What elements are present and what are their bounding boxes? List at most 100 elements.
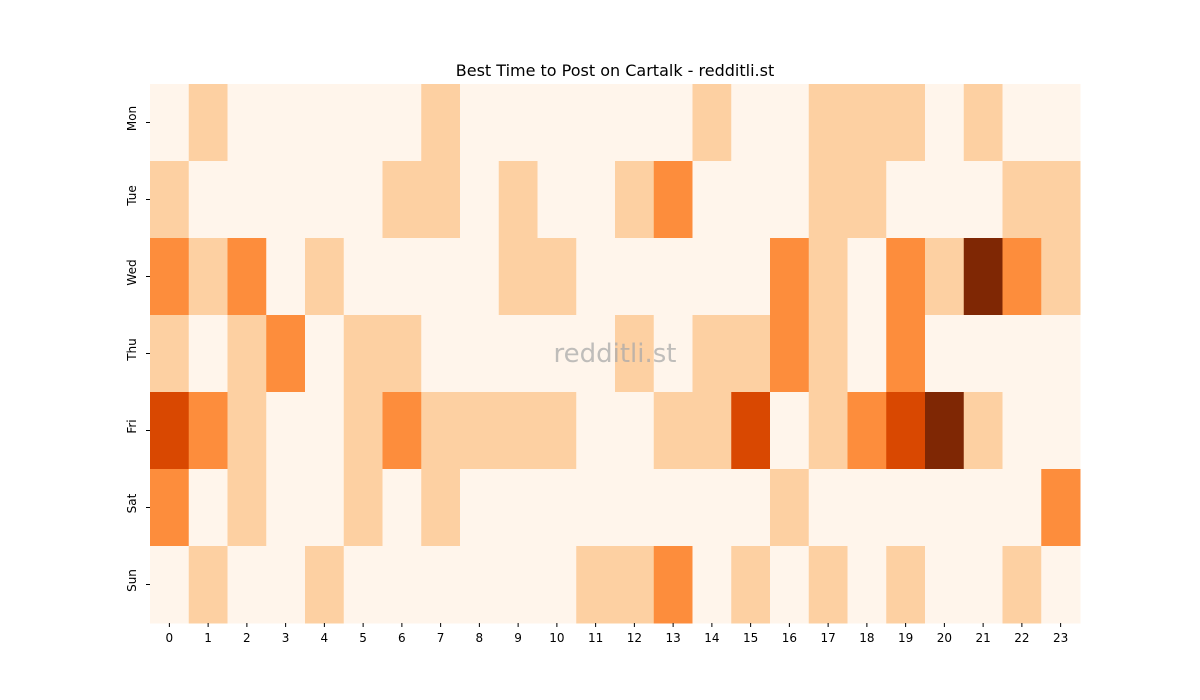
y-tick-label: Wed xyxy=(125,259,139,285)
heat-cell xyxy=(421,392,461,470)
x-tick-label: 9 xyxy=(514,631,522,645)
heat-cell xyxy=(615,238,655,316)
heat-cell xyxy=(770,161,810,239)
heat-cell xyxy=(886,161,926,239)
heat-cell xyxy=(808,238,848,316)
heat-cell xyxy=(498,84,538,162)
heat-cell xyxy=(770,315,810,393)
heat-cell xyxy=(150,546,190,624)
heat-cell xyxy=(537,238,577,316)
heat-cell xyxy=(266,84,306,162)
heat-cell xyxy=(498,469,538,547)
heat-cell xyxy=(266,469,306,547)
heat-cell xyxy=(537,315,577,393)
heat-cell xyxy=(266,238,306,316)
heat-cell xyxy=(808,315,848,393)
heat-cell xyxy=(382,469,422,547)
heat-cell xyxy=(188,161,228,239)
heat-cell xyxy=(847,469,887,547)
x-tick-label: 11 xyxy=(588,631,603,645)
heat-cell xyxy=(808,84,848,162)
heat-cell xyxy=(498,392,538,470)
heat-cell xyxy=(963,238,1003,316)
heat-cell xyxy=(963,392,1003,470)
heat-cell xyxy=(1002,84,1042,162)
heat-cell xyxy=(421,546,461,624)
heat-cell xyxy=(925,546,965,624)
y-tick-label: Sun xyxy=(125,569,139,592)
heat-cell xyxy=(188,315,228,393)
heat-cell xyxy=(305,161,345,239)
heat-cell xyxy=(692,84,732,162)
heat-cell xyxy=(925,392,965,470)
heat-cell xyxy=(576,469,616,547)
heat-cell xyxy=(576,315,616,393)
heat-cell xyxy=(150,84,190,162)
heat-cell xyxy=(847,546,887,624)
heat-cell xyxy=(343,84,383,162)
heat-cell xyxy=(963,161,1003,239)
heat-cell xyxy=(227,546,267,624)
heat-cell xyxy=(305,84,345,162)
heat-cell xyxy=(847,315,887,393)
heat-cell xyxy=(692,392,732,470)
heat-cell xyxy=(188,84,228,162)
y-tick-label: Thu xyxy=(125,338,139,362)
x-tick-label: 12 xyxy=(627,631,642,645)
heat-cell xyxy=(498,315,538,393)
heat-cell xyxy=(615,161,655,239)
heat-cell xyxy=(886,315,926,393)
x-tick-label: 4 xyxy=(321,631,329,645)
heat-cell xyxy=(460,546,500,624)
heat-cell xyxy=(421,84,461,162)
x-tick-label: 6 xyxy=(398,631,406,645)
heat-cell xyxy=(692,469,732,547)
heat-cell xyxy=(847,161,887,239)
heat-cell xyxy=(731,84,771,162)
heat-cell xyxy=(305,315,345,393)
x-tick-label: 18 xyxy=(859,631,874,645)
heat-cell xyxy=(731,546,771,624)
heat-cell xyxy=(150,238,190,316)
heat-cell xyxy=(576,238,616,316)
heat-cell xyxy=(150,392,190,470)
y-tick-label: Tue xyxy=(125,185,139,207)
heat-cell xyxy=(305,469,345,547)
heat-cell xyxy=(770,84,810,162)
heat-cell xyxy=(382,238,422,316)
heat-cell xyxy=(343,315,383,393)
heat-cell xyxy=(692,238,732,316)
heat-cell xyxy=(615,469,655,547)
x-tick-label: 0 xyxy=(166,631,174,645)
heat-cell xyxy=(266,315,306,393)
heat-cell xyxy=(421,161,461,239)
heat-cell xyxy=(498,161,538,239)
heat-cell xyxy=(576,161,616,239)
heat-cell xyxy=(847,84,887,162)
heat-cell xyxy=(460,392,500,470)
heat-cell xyxy=(731,161,771,239)
heat-cell xyxy=(421,238,461,316)
heat-cell xyxy=(615,315,655,393)
heat-cell xyxy=(731,469,771,547)
heat-cell xyxy=(382,546,422,624)
heat-cell xyxy=(421,469,461,547)
x-tick-label: 23 xyxy=(1053,631,1068,645)
x-tick-label: 19 xyxy=(898,631,913,645)
x-tick-label: 3 xyxy=(282,631,290,645)
heat-cell xyxy=(266,392,306,470)
heat-cell xyxy=(460,238,500,316)
y-tick-label: Mon xyxy=(125,106,139,131)
heat-cell xyxy=(1041,84,1081,162)
heat-cell xyxy=(1041,469,1081,547)
x-tick-label: 17 xyxy=(820,631,835,645)
heat-cell xyxy=(343,392,383,470)
heat-cell xyxy=(653,469,693,547)
x-tick-label: 16 xyxy=(782,631,797,645)
x-tick-label: 5 xyxy=(359,631,367,645)
heat-cell xyxy=(886,469,926,547)
heat-cell xyxy=(653,546,693,624)
heat-cell xyxy=(770,546,810,624)
heat-cell xyxy=(537,392,577,470)
heat-cell xyxy=(188,469,228,547)
